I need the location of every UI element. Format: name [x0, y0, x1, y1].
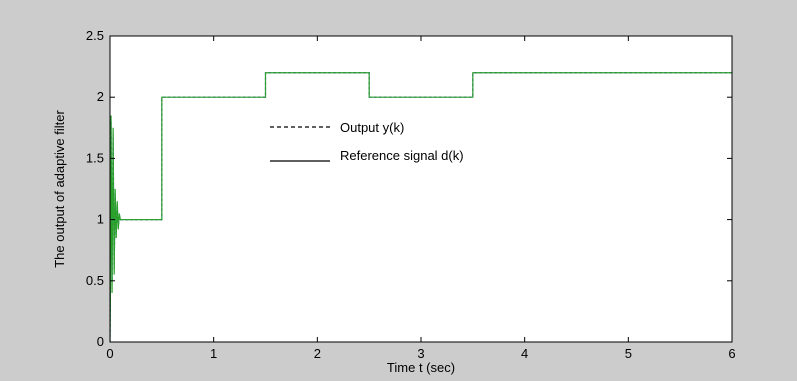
x-tick-label: 0 [106, 346, 113, 361]
x-tick-label: 6 [728, 346, 735, 361]
x-tick-label: 4 [521, 346, 528, 361]
series-layer [110, 72, 732, 342]
series-line-reference [110, 72, 732, 342]
y-tick-label: 1.5 [86, 150, 104, 165]
y-tick-label: 2.5 [86, 28, 104, 43]
x-tick-label: 2 [314, 346, 321, 361]
y-axis-label: The output of adaptive filter [52, 110, 67, 268]
y-tick-label: 0 [97, 334, 104, 349]
x-tick-label: 3 [417, 346, 424, 361]
x-axis-label: Time t (sec) [387, 360, 455, 375]
ticks-layer [109, 35, 733, 343]
plot-area [110, 36, 732, 342]
y-tick-label: 2 [97, 89, 104, 104]
x-tick-label: 5 [625, 346, 632, 361]
legend-label-reference: Reference signal d(k) [340, 148, 464, 163]
x-tick-label: 1 [210, 346, 217, 361]
y-tick-label: 1 [97, 212, 104, 227]
y-tick-label: 0.5 [86, 273, 104, 288]
legend: Output y(k) Reference signal d(k) [270, 120, 464, 163]
legend-label-output: Output y(k) [340, 120, 404, 135]
tick-labels-layer: 0 1 2 3 4 5 6 0 0.5 1 1.5 2 2.5 [86, 28, 736, 361]
